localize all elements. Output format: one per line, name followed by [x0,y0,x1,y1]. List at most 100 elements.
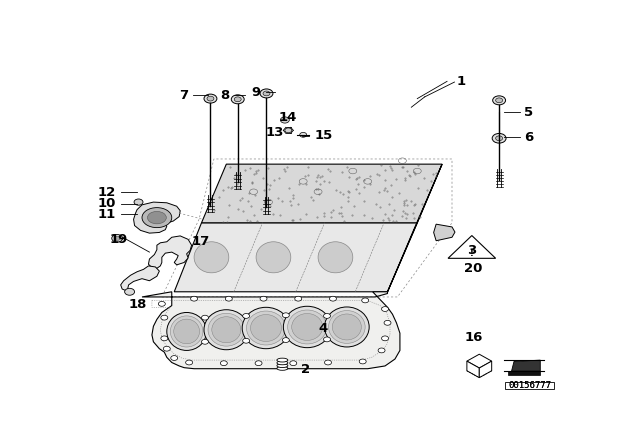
Ellipse shape [318,242,353,273]
Ellipse shape [287,310,326,344]
Circle shape [243,338,250,343]
Circle shape [295,296,301,301]
Circle shape [378,348,385,353]
Polygon shape [448,236,495,258]
Text: 20: 20 [465,262,483,275]
Circle shape [381,306,388,311]
Text: 12: 12 [98,186,116,199]
Circle shape [260,89,273,98]
Bar [508,371,540,375]
Circle shape [161,315,168,320]
Circle shape [225,296,232,301]
Circle shape [255,361,262,366]
Circle shape [282,313,289,318]
Circle shape [161,336,168,341]
Circle shape [280,117,289,123]
Circle shape [202,340,209,344]
Text: !: ! [470,249,474,258]
Circle shape [381,336,388,341]
Ellipse shape [277,361,288,365]
Circle shape [191,296,198,301]
Ellipse shape [328,310,365,343]
Circle shape [324,360,332,365]
Ellipse shape [250,314,282,341]
Circle shape [125,289,134,295]
Polygon shape [388,164,442,292]
Polygon shape [148,236,191,268]
Circle shape [158,302,165,306]
Ellipse shape [292,314,323,340]
Text: 16: 16 [465,331,483,344]
Circle shape [359,359,366,364]
Ellipse shape [246,311,285,345]
Circle shape [231,95,244,104]
Ellipse shape [170,316,203,347]
Circle shape [112,234,123,242]
Polygon shape [142,292,400,369]
Text: 13: 13 [266,126,284,139]
Ellipse shape [147,211,166,224]
Polygon shape [121,266,159,291]
Ellipse shape [142,207,172,228]
Circle shape [285,128,292,133]
Text: 8: 8 [221,89,230,102]
Text: 17: 17 [191,235,210,248]
Circle shape [263,91,270,96]
Polygon shape [467,354,492,368]
Circle shape [163,346,170,351]
Text: 2: 2 [301,363,310,376]
Circle shape [282,338,289,342]
Ellipse shape [256,242,291,273]
Text: 15: 15 [314,129,332,142]
Ellipse shape [277,366,288,370]
Circle shape [324,314,330,319]
Circle shape [330,296,337,301]
Circle shape [186,360,193,365]
Text: 3: 3 [467,244,476,257]
Ellipse shape [173,319,200,344]
Circle shape [220,361,227,366]
Circle shape [260,296,267,301]
Circle shape [204,94,217,103]
Ellipse shape [277,364,288,367]
Circle shape [114,236,120,241]
Text: 7: 7 [179,89,188,102]
Polygon shape [467,361,479,378]
Ellipse shape [284,306,331,348]
Ellipse shape [277,358,288,362]
Ellipse shape [194,242,229,273]
Ellipse shape [332,314,362,340]
Circle shape [324,337,330,342]
Ellipse shape [208,313,244,346]
FancyBboxPatch shape [505,382,554,389]
Circle shape [384,320,391,325]
Text: 10: 10 [98,197,116,210]
Ellipse shape [167,313,207,350]
Text: 9: 9 [252,86,260,99]
Text: 5: 5 [524,106,533,119]
Polygon shape [174,223,417,292]
Text: 1: 1 [457,75,466,88]
Circle shape [495,98,502,103]
Circle shape [202,315,209,320]
Text: 00156777: 00156777 [508,381,551,390]
Circle shape [243,314,250,319]
Text: 11: 11 [98,208,116,221]
Circle shape [134,199,143,205]
Polygon shape [202,164,442,223]
Text: 6: 6 [524,131,533,144]
Text: 00156777: 00156777 [508,381,551,390]
Circle shape [171,356,178,361]
Polygon shape [479,361,492,378]
Circle shape [207,96,214,101]
Polygon shape [134,202,180,233]
Circle shape [495,136,502,141]
Text: 18: 18 [129,298,147,311]
Circle shape [492,134,506,143]
Circle shape [493,96,506,105]
Text: 14: 14 [278,111,297,124]
Ellipse shape [204,310,248,350]
Circle shape [290,361,297,366]
Circle shape [362,298,369,303]
Ellipse shape [212,317,241,343]
